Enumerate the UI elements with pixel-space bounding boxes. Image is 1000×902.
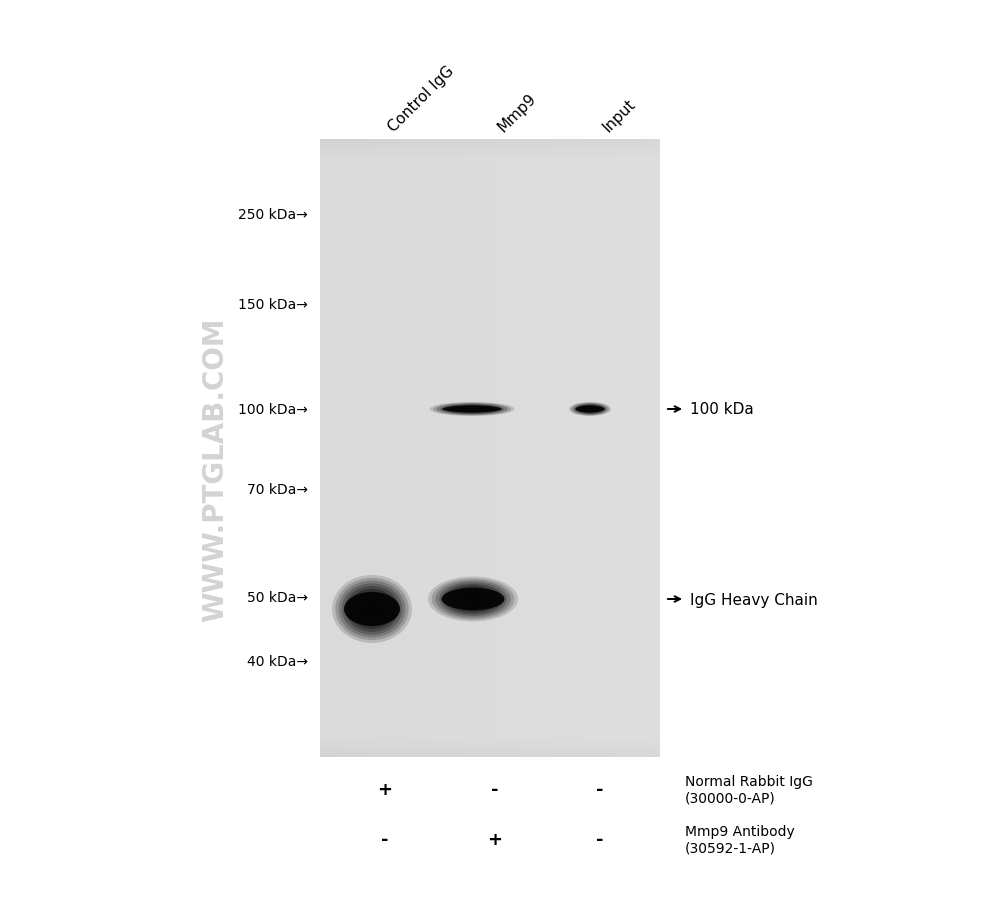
Ellipse shape [468,409,476,410]
Ellipse shape [344,593,400,626]
Ellipse shape [583,407,597,412]
Text: 70 kDa→: 70 kDa→ [247,483,308,496]
Ellipse shape [450,588,496,611]
Text: +: + [378,780,392,798]
Text: Mmp9 Antibody
(30592-1-AP): Mmp9 Antibody (30592-1-AP) [685,824,795,854]
Text: 40 kDa→: 40 kDa→ [247,654,308,668]
Ellipse shape [465,595,481,603]
Ellipse shape [365,603,379,615]
Ellipse shape [440,404,504,415]
Ellipse shape [352,592,392,627]
Ellipse shape [355,594,389,624]
Ellipse shape [461,408,483,411]
Ellipse shape [339,581,405,638]
Ellipse shape [335,578,409,640]
Ellipse shape [348,589,396,630]
Ellipse shape [442,588,505,611]
Ellipse shape [575,406,605,413]
Text: -: - [596,830,604,848]
Ellipse shape [572,404,608,416]
Text: 250 kDa→: 250 kDa→ [238,207,308,222]
Ellipse shape [468,597,478,602]
Text: Mmp9: Mmp9 [495,91,539,135]
Ellipse shape [446,586,500,612]
Ellipse shape [450,406,494,413]
Text: -: - [596,780,604,798]
Text: 100 kDa: 100 kDa [690,402,754,417]
Ellipse shape [576,405,604,414]
Ellipse shape [454,407,490,412]
Ellipse shape [461,594,485,605]
Ellipse shape [569,402,611,417]
Ellipse shape [368,606,376,612]
Text: 100 kDa→: 100 kDa→ [238,402,308,417]
Ellipse shape [571,403,609,416]
Text: 50 kDa→: 50 kDa→ [247,590,308,604]
Text: Control IgG: Control IgG [385,63,457,135]
Ellipse shape [439,583,507,616]
Text: Normal Rabbit IgG
(30000-0-AP): Normal Rabbit IgG (30000-0-AP) [685,774,813,805]
Ellipse shape [588,409,592,410]
Ellipse shape [345,586,399,632]
Ellipse shape [442,406,502,413]
Ellipse shape [581,407,599,412]
Ellipse shape [430,402,514,417]
Text: Input: Input [600,97,639,135]
Ellipse shape [436,404,508,416]
Ellipse shape [574,404,606,415]
Ellipse shape [432,579,514,620]
Ellipse shape [447,405,497,414]
Ellipse shape [586,409,594,410]
Ellipse shape [361,601,383,618]
Ellipse shape [579,406,601,413]
Ellipse shape [578,405,602,414]
Ellipse shape [443,405,501,414]
Text: -: - [381,830,389,848]
Text: WWW.PTGLAB.COM: WWW.PTGLAB.COM [201,318,229,621]
Ellipse shape [435,581,511,618]
Ellipse shape [428,577,518,621]
Ellipse shape [457,407,487,412]
Ellipse shape [358,598,386,621]
Ellipse shape [443,584,503,614]
Ellipse shape [342,584,402,635]
Ellipse shape [433,403,511,416]
Text: -: - [491,780,499,798]
Ellipse shape [457,592,489,607]
Ellipse shape [464,409,480,410]
Ellipse shape [584,408,596,411]
Text: 150 kDa→: 150 kDa→ [238,298,308,312]
Ellipse shape [332,575,412,643]
Text: +: + [488,830,503,848]
Text: IgG Heavy Chain: IgG Heavy Chain [690,592,818,607]
Ellipse shape [454,590,492,609]
